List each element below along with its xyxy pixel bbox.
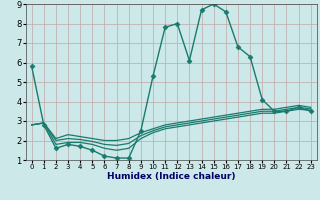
X-axis label: Humidex (Indice chaleur): Humidex (Indice chaleur) [107,172,236,181]
